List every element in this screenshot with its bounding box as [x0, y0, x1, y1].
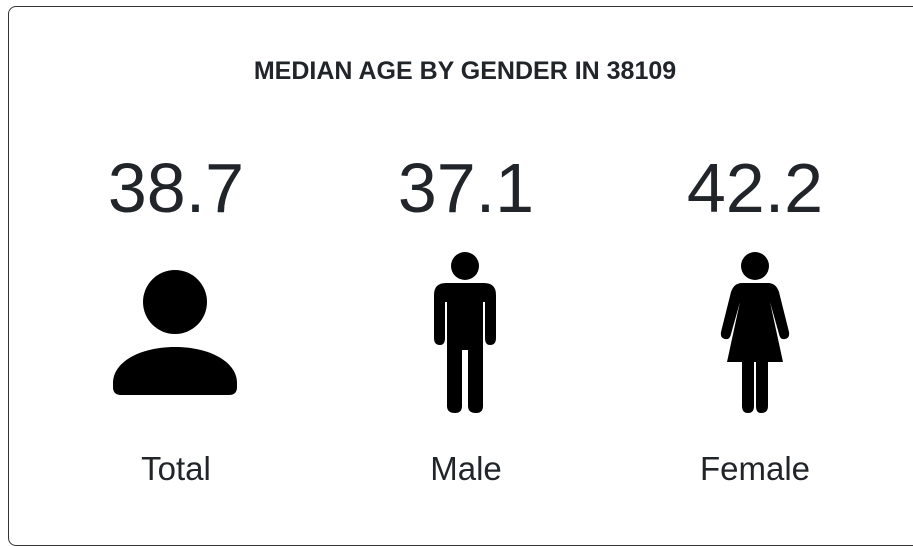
head [143, 270, 207, 334]
body [720, 283, 790, 413]
female-icon [720, 252, 790, 413]
male-icon [434, 252, 496, 413]
value: 42.2 [687, 149, 823, 227]
body [113, 347, 237, 395]
title: MEDIAN AGE BY GENDER IN 38109 [254, 57, 676, 85]
head [451, 252, 479, 280]
body [434, 283, 496, 413]
head [741, 252, 769, 280]
value: 38.7 [108, 149, 244, 227]
label: Female [700, 450, 810, 487]
label: Total [141, 450, 211, 487]
label: Male [430, 450, 502, 487]
value: 37.1 [398, 149, 534, 227]
total-icon [113, 270, 237, 395]
